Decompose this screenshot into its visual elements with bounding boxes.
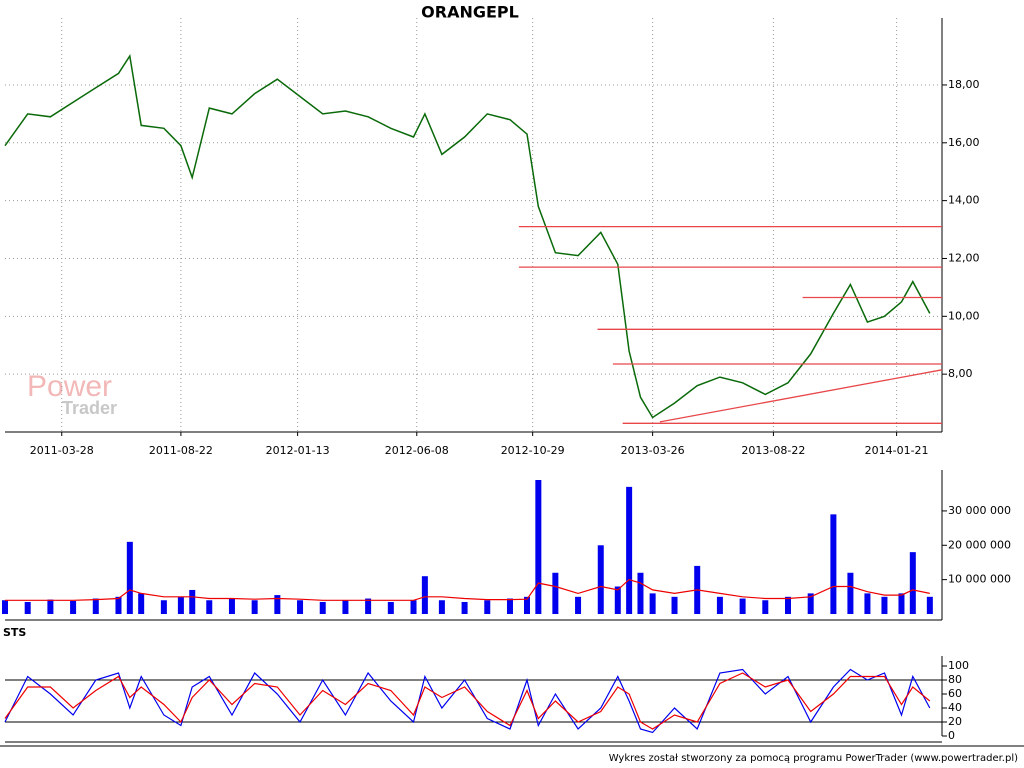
x-tick-label: 2013-08-22 bbox=[741, 444, 805, 457]
chart-title: ORANGEPL bbox=[421, 3, 519, 22]
volume-bar bbox=[784, 596, 791, 614]
y-tick-label: 10 000 000 bbox=[948, 573, 1011, 586]
volume-bar bbox=[637, 572, 644, 614]
oscillator-line bbox=[4, 672, 931, 730]
volume-bar bbox=[847, 572, 854, 614]
volume-bar bbox=[160, 600, 167, 614]
y-tick-label: 30 000 000 bbox=[948, 504, 1011, 517]
volume-bar bbox=[898, 593, 905, 614]
volume-bar bbox=[2, 600, 8, 614]
volume-bar bbox=[138, 593, 145, 614]
y-tick-label: 14,00 bbox=[948, 194, 980, 207]
volume-bar bbox=[597, 545, 604, 614]
volume-bar bbox=[626, 486, 633, 614]
y-tick-label: 16,00 bbox=[948, 136, 980, 149]
volume-bar bbox=[189, 589, 196, 614]
y-tick-label: 100 bbox=[948, 659, 969, 672]
watermark: Power bbox=[27, 370, 112, 403]
y-tick-label: 12,00 bbox=[948, 251, 980, 264]
volume-bar bbox=[365, 598, 372, 614]
oscillator-line bbox=[4, 668, 931, 734]
watermark: Trader bbox=[62, 398, 117, 418]
volume-bar bbox=[297, 600, 304, 614]
volume-bar bbox=[716, 596, 723, 614]
x-tick-label: 2012-01-13 bbox=[266, 444, 330, 457]
y-tick-label: 20 bbox=[948, 715, 962, 728]
x-tick-label: 2012-06-08 bbox=[385, 444, 449, 457]
volume-bar bbox=[762, 600, 769, 614]
y-tick-label: 8,00 bbox=[948, 367, 973, 380]
volume-bar bbox=[552, 572, 559, 614]
panel-label: STS bbox=[3, 626, 26, 639]
x-tick-label: 2011-08-22 bbox=[149, 444, 213, 457]
x-tick-label: 2011-03-28 bbox=[30, 444, 94, 457]
volume-bar bbox=[115, 596, 122, 614]
volume-average bbox=[5, 578, 930, 601]
trend-line bbox=[659, 369, 943, 423]
volume-bar bbox=[206, 600, 213, 614]
y-tick-label: 20 000 000 bbox=[948, 538, 1011, 551]
volume-bar bbox=[830, 514, 837, 614]
volume-bar bbox=[864, 593, 871, 614]
volume-bar bbox=[926, 596, 933, 614]
volume-bar bbox=[410, 600, 417, 614]
volume-bar bbox=[177, 596, 184, 614]
volume-bar bbox=[228, 598, 235, 614]
volume-bar bbox=[47, 599, 54, 614]
volume-bar bbox=[24, 601, 31, 614]
volume-bar bbox=[739, 598, 746, 614]
volume-bar bbox=[523, 596, 530, 614]
y-tick-label: 80 bbox=[948, 673, 962, 686]
volume-bar bbox=[535, 480, 542, 614]
volume-bar bbox=[807, 593, 814, 614]
volume-bar bbox=[506, 598, 513, 614]
price-line bbox=[4, 53, 931, 419]
y-tick-label: 60 bbox=[948, 687, 962, 700]
volume-bar bbox=[251, 600, 258, 614]
volume-bar bbox=[274, 595, 281, 614]
volume-bar bbox=[881, 596, 888, 614]
footer: Wykres został stworzony za pomocą progra… bbox=[609, 753, 1018, 764]
volume-bar bbox=[92, 598, 99, 614]
volume-bar bbox=[484, 600, 491, 614]
volume-bar bbox=[319, 601, 326, 614]
volume-bar bbox=[70, 600, 77, 614]
y-tick-label: 10,00 bbox=[948, 309, 980, 322]
volume-bar bbox=[614, 586, 621, 614]
volume-bar bbox=[387, 601, 394, 614]
y-tick-label: 18,00 bbox=[948, 78, 980, 91]
y-tick-label: 0 bbox=[948, 729, 955, 742]
x-tick-label: 2014-01-21 bbox=[865, 444, 929, 457]
volume-bar bbox=[671, 596, 678, 614]
volume-bar bbox=[909, 552, 916, 614]
x-tick-label: 2013-03-26 bbox=[621, 444, 685, 457]
volume-bar bbox=[438, 600, 445, 614]
volume-bar bbox=[649, 593, 656, 614]
y-tick-label: 40 bbox=[948, 701, 962, 714]
volume-bar bbox=[461, 601, 468, 614]
volume-bar bbox=[575, 596, 582, 614]
volume-bar bbox=[126, 541, 133, 614]
volume-bar bbox=[421, 576, 428, 614]
volume-bar bbox=[342, 600, 349, 614]
x-tick-label: 2012-10-29 bbox=[501, 444, 565, 457]
